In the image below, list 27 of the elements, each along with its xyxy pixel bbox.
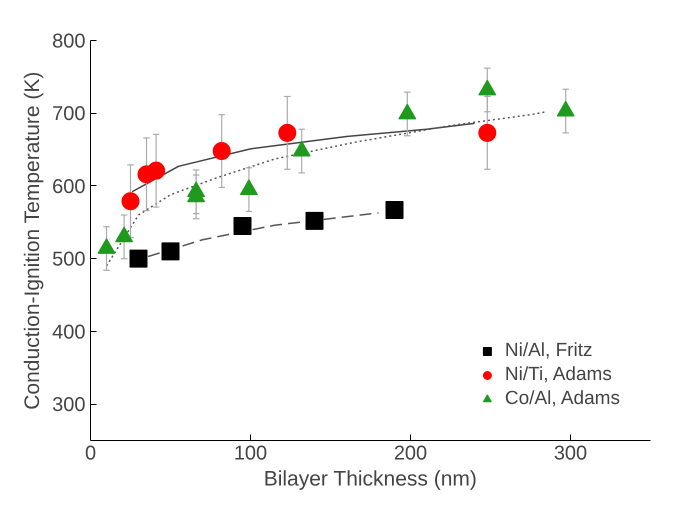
x-tick-label: 200 xyxy=(394,442,428,464)
y-tick-label: 600 xyxy=(52,176,86,198)
y-tick-label: 500 xyxy=(52,248,86,271)
y-tick-label: 800 xyxy=(52,30,86,52)
point xyxy=(398,104,416,120)
y-tick-label: 700 xyxy=(52,103,86,126)
x-axis-title: Bilayer Thickness (nm) xyxy=(264,468,477,490)
legend-label: Co/Al, Adams xyxy=(504,388,620,410)
y-tick-label: 400 xyxy=(52,321,86,344)
point xyxy=(162,242,180,260)
legend-label: Ni/Al, Fritz xyxy=(504,340,592,362)
point xyxy=(306,212,324,230)
x-tick-label: 300 xyxy=(554,442,588,464)
y-axis-title: Conduction-Ignition Temperature (K) xyxy=(21,72,44,410)
point xyxy=(130,250,148,268)
point xyxy=(234,216,252,235)
x-tick-label: 100 xyxy=(234,442,268,464)
legend-label: Ni/Ti, Adams xyxy=(504,364,612,386)
point xyxy=(292,140,311,156)
y-tick-label: 300 xyxy=(52,394,86,416)
point xyxy=(556,100,575,116)
point xyxy=(386,200,404,219)
line-series xyxy=(106,111,548,267)
x-tick-label: 0 xyxy=(84,442,96,464)
point xyxy=(478,80,496,96)
point xyxy=(147,162,166,180)
point xyxy=(122,192,140,210)
